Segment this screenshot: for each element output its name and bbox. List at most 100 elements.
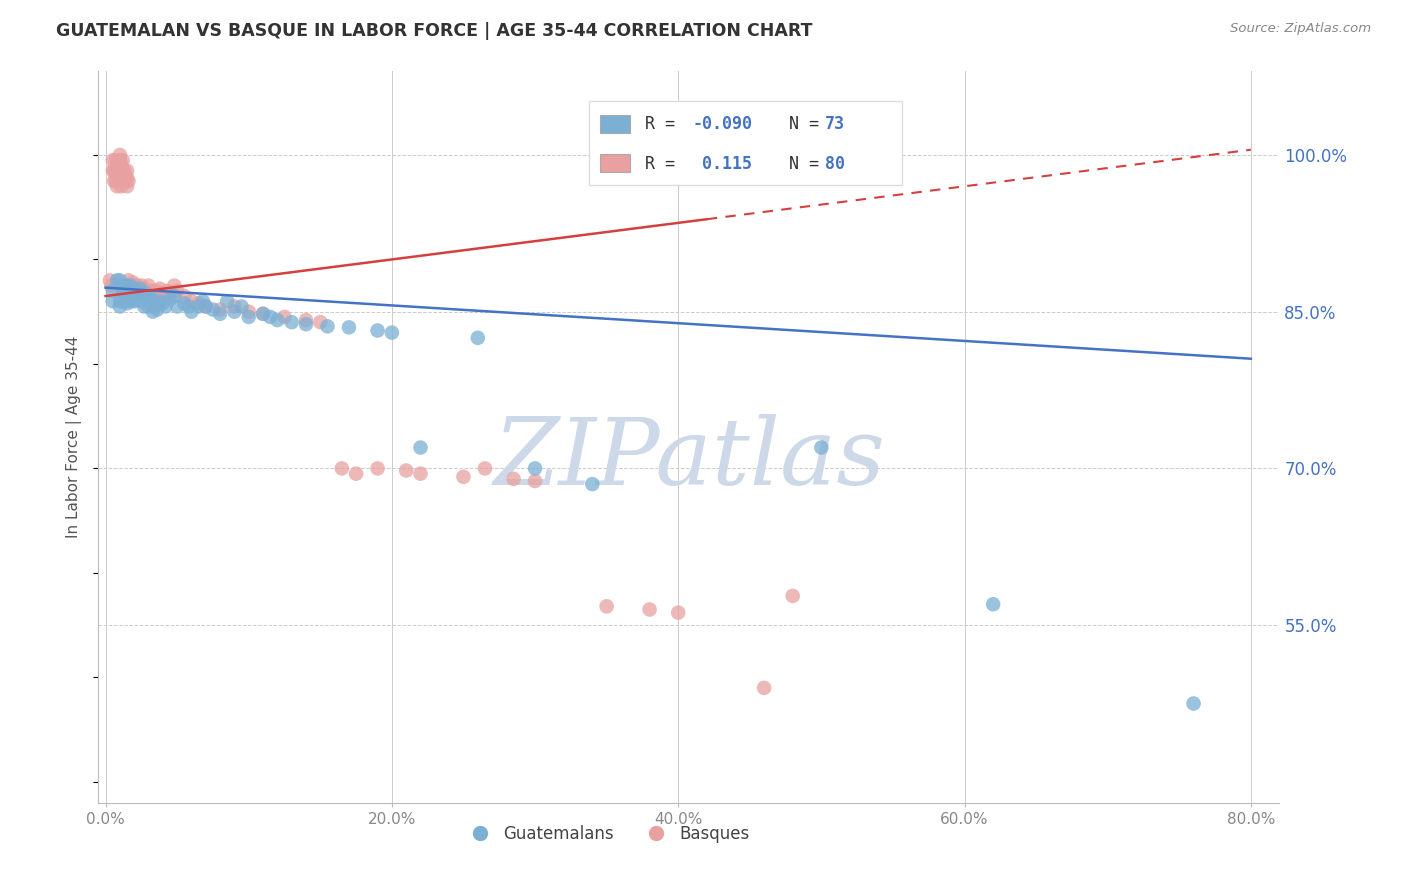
Point [120, 284, 142, 298]
Point [128, 282, 150, 296]
Point [752, 681, 775, 695]
Point [105, 158, 128, 172]
Point [118, 278, 141, 293]
Point [280, 315, 302, 329]
Point [105, 273, 128, 287]
Text: 0.115: 0.115 [693, 154, 752, 173]
Point [104, 174, 127, 188]
Point [139, 289, 162, 303]
Point [115, 296, 138, 310]
Point [120, 278, 142, 293]
Text: 80: 80 [825, 154, 845, 173]
Text: -0.090: -0.090 [693, 115, 752, 133]
Point [149, 282, 172, 296]
Point [143, 294, 166, 309]
Point [98, 273, 121, 287]
Point [217, 294, 239, 309]
Point [524, 461, 547, 475]
Point [128, 289, 150, 303]
Point [309, 315, 332, 329]
Point [117, 284, 139, 298]
Point [112, 278, 135, 293]
Point [125, 284, 148, 298]
Point [159, 292, 181, 306]
Point [209, 307, 232, 321]
Point [118, 278, 141, 293]
Point [115, 289, 138, 303]
Point [259, 310, 281, 324]
Point [134, 300, 156, 314]
Legend: Guatemalans, Basques: Guatemalans, Basques [457, 818, 756, 849]
Point [105, 179, 128, 194]
Point [252, 307, 274, 321]
Point [330, 461, 353, 475]
Point [112, 174, 135, 188]
Point [209, 302, 232, 317]
Point [125, 278, 148, 293]
Point [121, 276, 143, 290]
Point [141, 284, 163, 298]
Point [131, 294, 153, 309]
Point [409, 441, 432, 455]
Point [124, 282, 146, 296]
Point [104, 163, 127, 178]
Point [381, 326, 404, 340]
Point [110, 179, 132, 194]
Point [502, 472, 524, 486]
Point [163, 289, 186, 303]
Point [201, 302, 224, 317]
Point [121, 280, 143, 294]
Point [187, 300, 209, 314]
Point [145, 298, 167, 312]
Point [108, 153, 131, 168]
Point [135, 284, 157, 298]
Point [295, 317, 318, 331]
Text: N =: N = [769, 154, 830, 173]
Point [101, 294, 124, 309]
Point [129, 282, 152, 296]
Point [101, 284, 124, 298]
Point [120, 285, 142, 300]
Bar [600, 154, 630, 172]
Point [103, 174, 125, 188]
Point [467, 331, 489, 345]
Point [111, 174, 134, 188]
Point [810, 441, 832, 455]
Point [344, 467, 367, 481]
Point [163, 278, 186, 293]
Point [100, 278, 122, 293]
Point [115, 163, 138, 178]
Point [103, 163, 125, 178]
Point [149, 294, 172, 309]
Point [138, 278, 160, 293]
Point [146, 302, 169, 317]
Point [131, 278, 153, 293]
Point [295, 313, 318, 327]
Point [638, 602, 661, 616]
Point [180, 304, 202, 318]
Point [1182, 697, 1205, 711]
Point [107, 174, 129, 188]
Point [122, 294, 145, 309]
Bar [600, 115, 630, 133]
Point [409, 467, 432, 481]
Point [112, 294, 135, 309]
Point [173, 289, 195, 303]
Point [173, 296, 195, 310]
FancyBboxPatch shape [589, 101, 901, 185]
Point [108, 273, 131, 287]
Point [122, 284, 145, 298]
Point [238, 310, 260, 324]
Point [316, 319, 339, 334]
Point [152, 296, 174, 310]
Point [231, 300, 253, 314]
Point [108, 294, 131, 309]
Text: N =: N = [769, 115, 830, 133]
Point [145, 284, 167, 298]
Point [105, 169, 128, 183]
Point [266, 313, 288, 327]
Point [252, 307, 274, 321]
Point [111, 278, 134, 293]
Point [112, 284, 135, 298]
Point [581, 477, 603, 491]
